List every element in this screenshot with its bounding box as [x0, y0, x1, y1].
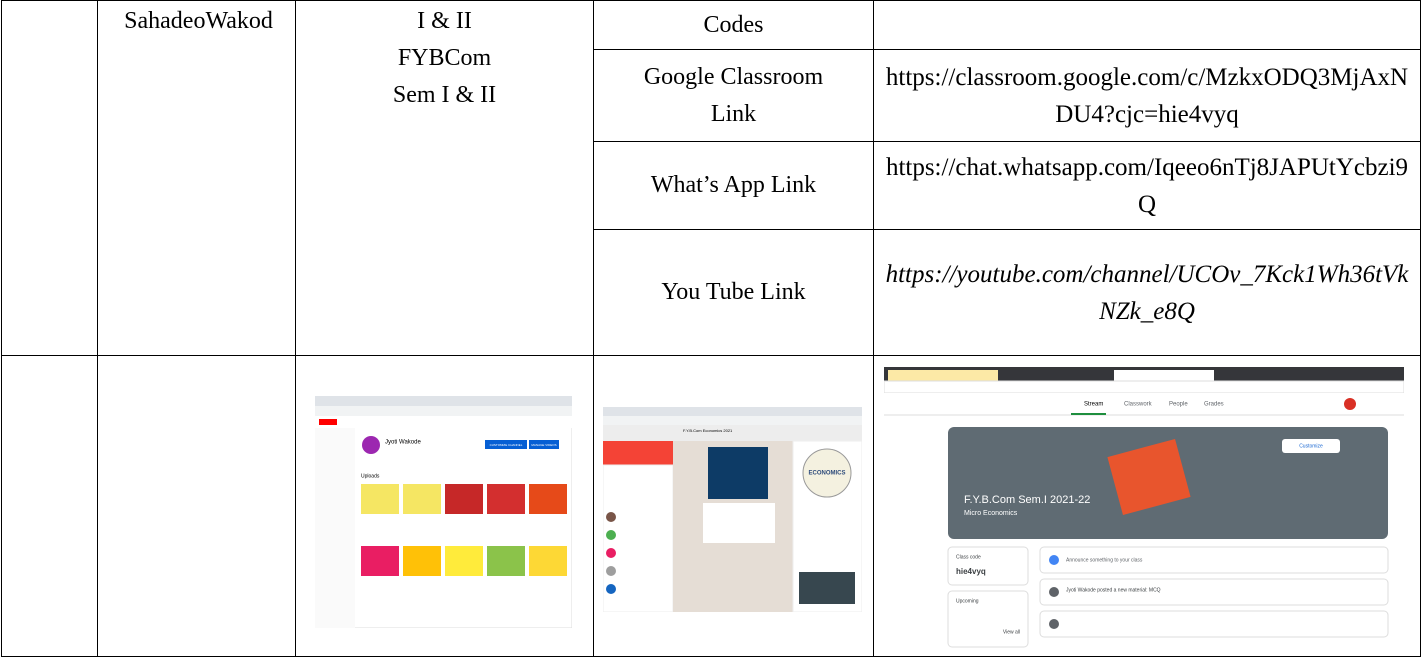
class-code: hie4vyq	[956, 567, 986, 576]
link-url-cell: https://chat.whatsapp.com/Iqeeo6nTj8JAPU…	[873, 141, 1421, 230]
link-url-cell: https://youtube.com/channel/UCOv_7Kck1Wh…	[873, 229, 1421, 356]
empty-cell	[873, 0, 1421, 50]
button: MANAGE VIDEOS	[531, 443, 556, 447]
tab[interactable]: Classwork	[1124, 402, 1153, 408]
teacher-cell: SahadeoWakod	[97, 0, 296, 356]
button: CUSTOMIZE CHANNEL	[490, 443, 523, 447]
badge: ECONOMICS	[808, 471, 845, 477]
channel-name: Jyoti Wakode	[385, 440, 421, 446]
header-text: Codes	[703, 11, 764, 38]
class-line: I & II	[417, 8, 472, 34]
link-url[interactable]: https://classroom.google.com/c/MzkxODQ3M…	[885, 63, 1409, 128]
class-cell: I & II FYBCom Sem I & II	[295, 0, 594, 356]
tab[interactable]: Grades	[1204, 402, 1224, 408]
class-line: Sem I & II	[392, 82, 497, 108]
tab[interactable]: People	[1169, 402, 1188, 408]
class-title: F.Y.B.Com Sem.I 2021-22	[964, 494, 1090, 506]
tab[interactable]: Stream	[1084, 402, 1103, 408]
view-all[interactable]: View all	[1003, 629, 1020, 635]
link-url-cell: https://classroom.google.com/c/MzkxODQ3M…	[873, 49, 1421, 142]
empty-cell	[97, 355, 296, 657]
empty-cell	[1, 0, 98, 356]
youtube-screenshot: Jyoti Wakode CUSTOMIZE CHANNEL MANAGE VI…	[315, 396, 572, 628]
link-url[interactable]: https://chat.whatsapp.com/Iqeeo6nTj8JAPU…	[885, 153, 1409, 218]
image-cell: F.Y.B.Com Economics 2021 ECONOMICS	[593, 355, 874, 657]
class-subtitle: Micro Economics	[964, 510, 1018, 517]
upcoming: Upcoming	[956, 598, 979, 604]
image-cell: Jyoti Wakode CUSTOMIZE CHANNEL MANAGE VI…	[295, 355, 594, 657]
link-label-cell: What’s App Link	[593, 141, 874, 230]
post[interactable]: Jyoti Wakode posted a new material: MCQ	[1066, 587, 1161, 593]
customize-button[interactable]: Customize	[1299, 443, 1323, 449]
group-name: F.Y.B.Com Economics 2021	[683, 428, 733, 433]
link-label: Google Classroom Link	[643, 63, 824, 127]
announce[interactable]: Announce something to your class	[1066, 557, 1143, 563]
links-header: Codes	[593, 0, 874, 50]
link-label: You Tube Link	[661, 279, 806, 305]
link-label-cell: You Tube Link	[593, 229, 874, 356]
empty-cell	[1, 355, 98, 657]
section-title: Uploads	[361, 473, 380, 479]
class-line: FYBCom	[397, 45, 492, 71]
link-url[interactable]: https://youtube.com/channel/UCOv_7Kck1Wh…	[885, 260, 1409, 325]
link-label-cell: Google Classroom Link	[593, 49, 874, 142]
whatsapp-screenshot: F.Y.B.Com Economics 2021 ECONOMICS	[603, 407, 862, 612]
image-cell: Stream Classwork People Grades Customize…	[873, 355, 1421, 657]
teacher-name: SahadeoWakod	[124, 8, 273, 34]
class-code-label: Class code	[956, 554, 981, 560]
classroom-screenshot: Stream Classwork People Grades Customize…	[884, 367, 1404, 650]
link-label: What’s App Link	[650, 172, 817, 198]
